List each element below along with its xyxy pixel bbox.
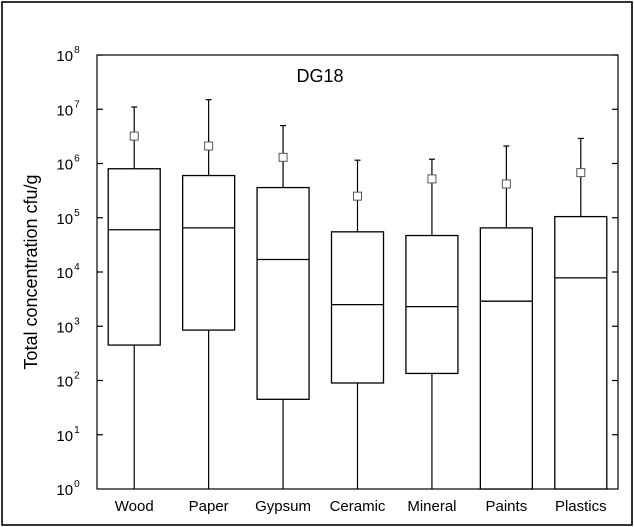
iqr-box: [554, 215, 608, 490]
x-tick-label: Ceramic: [330, 498, 386, 515]
y-tick-label: 108: [56, 45, 80, 65]
mean-marker: [576, 168, 586, 178]
iqr-box: [479, 227, 534, 490]
y-tick-label: 104: [56, 262, 80, 282]
box-mineral: [405, 158, 459, 489]
iqr-box: [107, 168, 161, 346]
iqr-box: [181, 174, 236, 331]
chart-title: DG18: [296, 66, 343, 86]
x-tick-label: Plastics: [555, 498, 607, 515]
mean-marker: [427, 174, 437, 184]
box-plastics: [554, 137, 608, 490]
y-axis-title: Total concentration cfu/g: [21, 174, 41, 369]
y-tick-label: 103: [56, 316, 80, 336]
box-paper: [181, 99, 236, 489]
y-tick-label: 106: [56, 154, 80, 174]
mean-marker: [353, 191, 362, 201]
y-tick-label: 101: [56, 425, 80, 445]
x-axis-labels: Wood Paper Gypsum Ceramic Mineral Paints Plast…: [115, 498, 607, 515]
box-ceramic: [330, 159, 385, 489]
box-paints: [479, 145, 534, 490]
mean-marker: [278, 152, 288, 162]
box-series: [107, 99, 608, 490]
mean-marker: [501, 179, 511, 189]
x-tick-label: Mineral: [407, 498, 456, 515]
iqr-box: [405, 234, 459, 375]
x-tick-label: Paints: [486, 498, 528, 515]
mean-marker: [129, 131, 139, 141]
x-tick-label: Paper: [189, 498, 229, 515]
y-tick-label: 107: [56, 99, 80, 119]
x-tick-label: Wood: [115, 498, 154, 515]
iqr-box: [330, 231, 385, 384]
y-tick-label: 100: [56, 479, 80, 499]
y-axis-ticks: 100 101 102 103 104 105 106 107 108: [56, 45, 618, 499]
box-gypsum: [256, 124, 310, 489]
box-wood: [107, 106, 161, 489]
mean-marker: [204, 141, 214, 151]
y-tick-label: 105: [56, 208, 80, 228]
x-tick-label: Gypsum: [255, 498, 311, 515]
y-tick-label: 102: [56, 371, 80, 391]
iqr-box: [256, 186, 310, 400]
